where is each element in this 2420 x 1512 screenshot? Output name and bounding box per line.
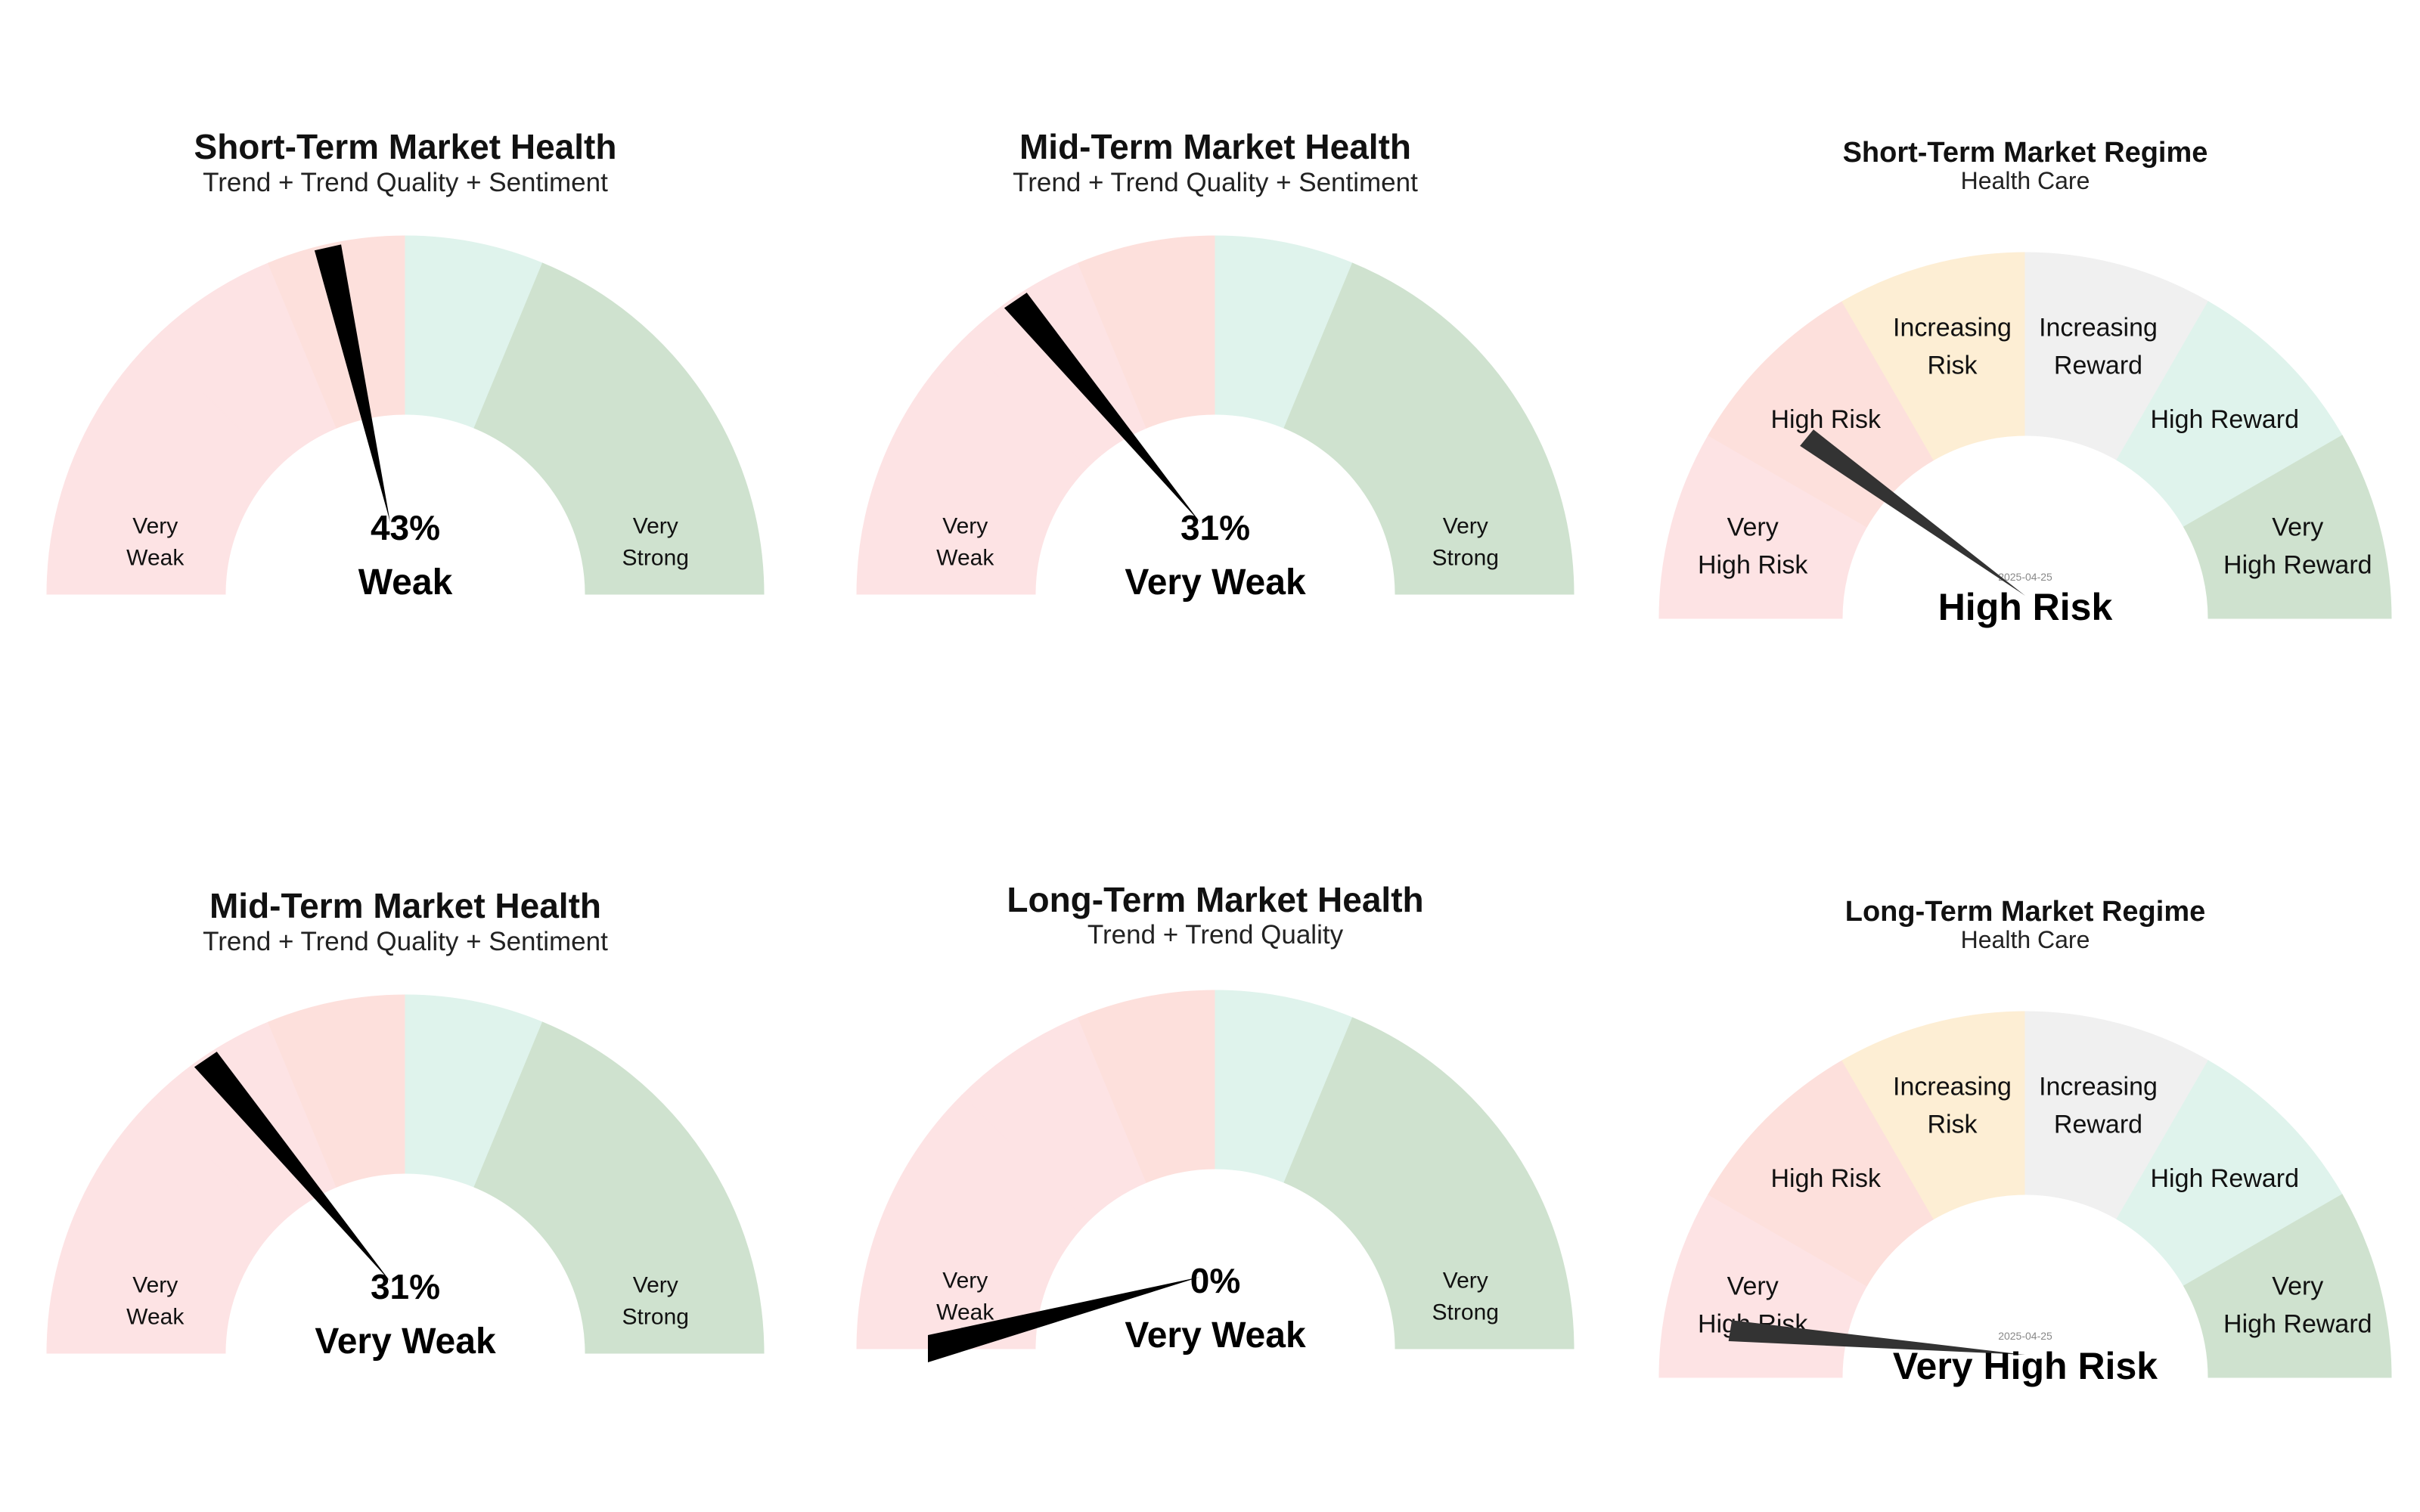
gauge-needle [1004, 293, 1200, 522]
band-label: Increasing [1893, 314, 2012, 342]
gauge-zone [473, 262, 765, 595]
gauge-zone [473, 1021, 765, 1354]
band-label: Very [132, 1273, 178, 1298]
band-label: High Risk [1771, 405, 1882, 434]
band-label: High Reward [2150, 405, 2299, 434]
gauge-zone [1283, 262, 1575, 595]
band-label: High Risk [1698, 550, 1808, 579]
band-label: Weak [126, 546, 185, 571]
gauge-title: Mid-Term Market Health [209, 886, 601, 925]
gauge-title: Mid-Term Market Health [1019, 127, 1411, 166]
band-label: Very [1727, 1272, 1779, 1300]
band-label: Very [2272, 1272, 2323, 1300]
band-label: Reward [2054, 352, 2142, 380]
gauge-title: Short-Term Market Health [194, 127, 617, 166]
gauge-value: 31% [371, 1267, 440, 1306]
gauge-1: Very Weak Very Strong Short-Term Market Heal… [46, 127, 765, 603]
band-label: Weak [126, 1305, 185, 1330]
gauge-status: Very Weak [1125, 562, 1306, 603]
gauge-subtitle: Trend + Trend Quality + Sentiment [1013, 168, 1418, 197]
gauge-zone [2183, 1194, 2392, 1378]
gauge-needle [194, 1052, 390, 1281]
band-label: Risk [1927, 1111, 1978, 1139]
band-label: Increasing [1893, 1073, 2012, 1101]
gauge-zone [1283, 1017, 1575, 1349]
gauge-value: 31% [1181, 508, 1250, 547]
gauge-subtitle: Trend + Trend Quality + Sentiment [203, 168, 608, 197]
band-label: Strong [622, 546, 689, 571]
band-label: Weak [936, 546, 994, 571]
gauge-status: Weak [358, 562, 453, 603]
band-label: High Reward [2223, 1309, 2372, 1338]
band-label: Weak [936, 1300, 994, 1325]
band-label: Risk [1927, 352, 1978, 380]
gauge-status: Very High Risk [1893, 1345, 2158, 1387]
band-label: Very [633, 1273, 678, 1298]
gauge-subtitle: Health Care [1961, 167, 2090, 194]
band-label: Very [1443, 514, 1488, 539]
gauge-needle [1728, 1320, 2025, 1355]
gauge-zone [46, 340, 279, 595]
band-label: Very [1443, 1269, 1488, 1294]
gauge-subtitle: Health Care [1961, 926, 2090, 953]
gauge-title: Short-Term Market Regime [1843, 137, 2208, 169]
band-label: Reward [2054, 1111, 2142, 1139]
gauge-needle [314, 244, 390, 522]
band-label: Very [942, 514, 988, 539]
gauge-date: 2025-04-25 [1998, 1330, 2052, 1342]
band-label: Strong [622, 1305, 689, 1330]
gauge-3: Very High Risk High Risk Increasing Risk Incr… [1658, 137, 2392, 628]
gauge-needle [928, 1277, 1200, 1362]
gauge-status: Very Weak [315, 1321, 496, 1362]
band-label: High Risk [1771, 1164, 1882, 1193]
band-label: Very [132, 514, 178, 539]
gauge-needle [1800, 429, 2025, 596]
band-label: Very [1727, 513, 1779, 541]
gauge-4: Very Weak Very Strong Mid-Term Market Health… [46, 886, 765, 1362]
band-label: Very [633, 514, 678, 539]
gauge-zone [856, 340, 1089, 595]
band-label: Strong [1432, 546, 1499, 571]
gauge-zone [46, 1099, 279, 1354]
gauge-value: 0% [1190, 1261, 1240, 1300]
gauge-value: 43% [371, 508, 440, 547]
gauge-5: Very Weak Very Strong Long-Term Market Healt… [856, 880, 1575, 1362]
gauge-title: Long-Term Market Regime [1845, 896, 2205, 928]
gauge-2: Very Weak Very Strong Mid-Term Market Health… [856, 127, 1575, 603]
gauge-status: High Risk [1938, 586, 2113, 628]
band-label: Increasing [2039, 1073, 2158, 1101]
gauge-status: Very Weak [1125, 1315, 1306, 1356]
gauge-date: 2025-04-25 [1998, 571, 2052, 583]
band-label: Increasing [2039, 314, 2158, 342]
gauge-zone [856, 1095, 1089, 1349]
gauge-zone [2183, 435, 2392, 619]
gauge-subtitle: Trend + Trend Quality [1087, 920, 1344, 950]
band-label: Very [942, 1269, 988, 1294]
gauge-title: Long-Term Market Health [1007, 880, 1423, 919]
band-label: High Reward [2150, 1164, 2299, 1193]
band-label: Very [2272, 513, 2323, 541]
gauge-subtitle: Trend + Trend Quality + Sentiment [203, 927, 608, 956]
band-label: Strong [1432, 1300, 1499, 1325]
band-label: High Reward [2223, 550, 2372, 579]
